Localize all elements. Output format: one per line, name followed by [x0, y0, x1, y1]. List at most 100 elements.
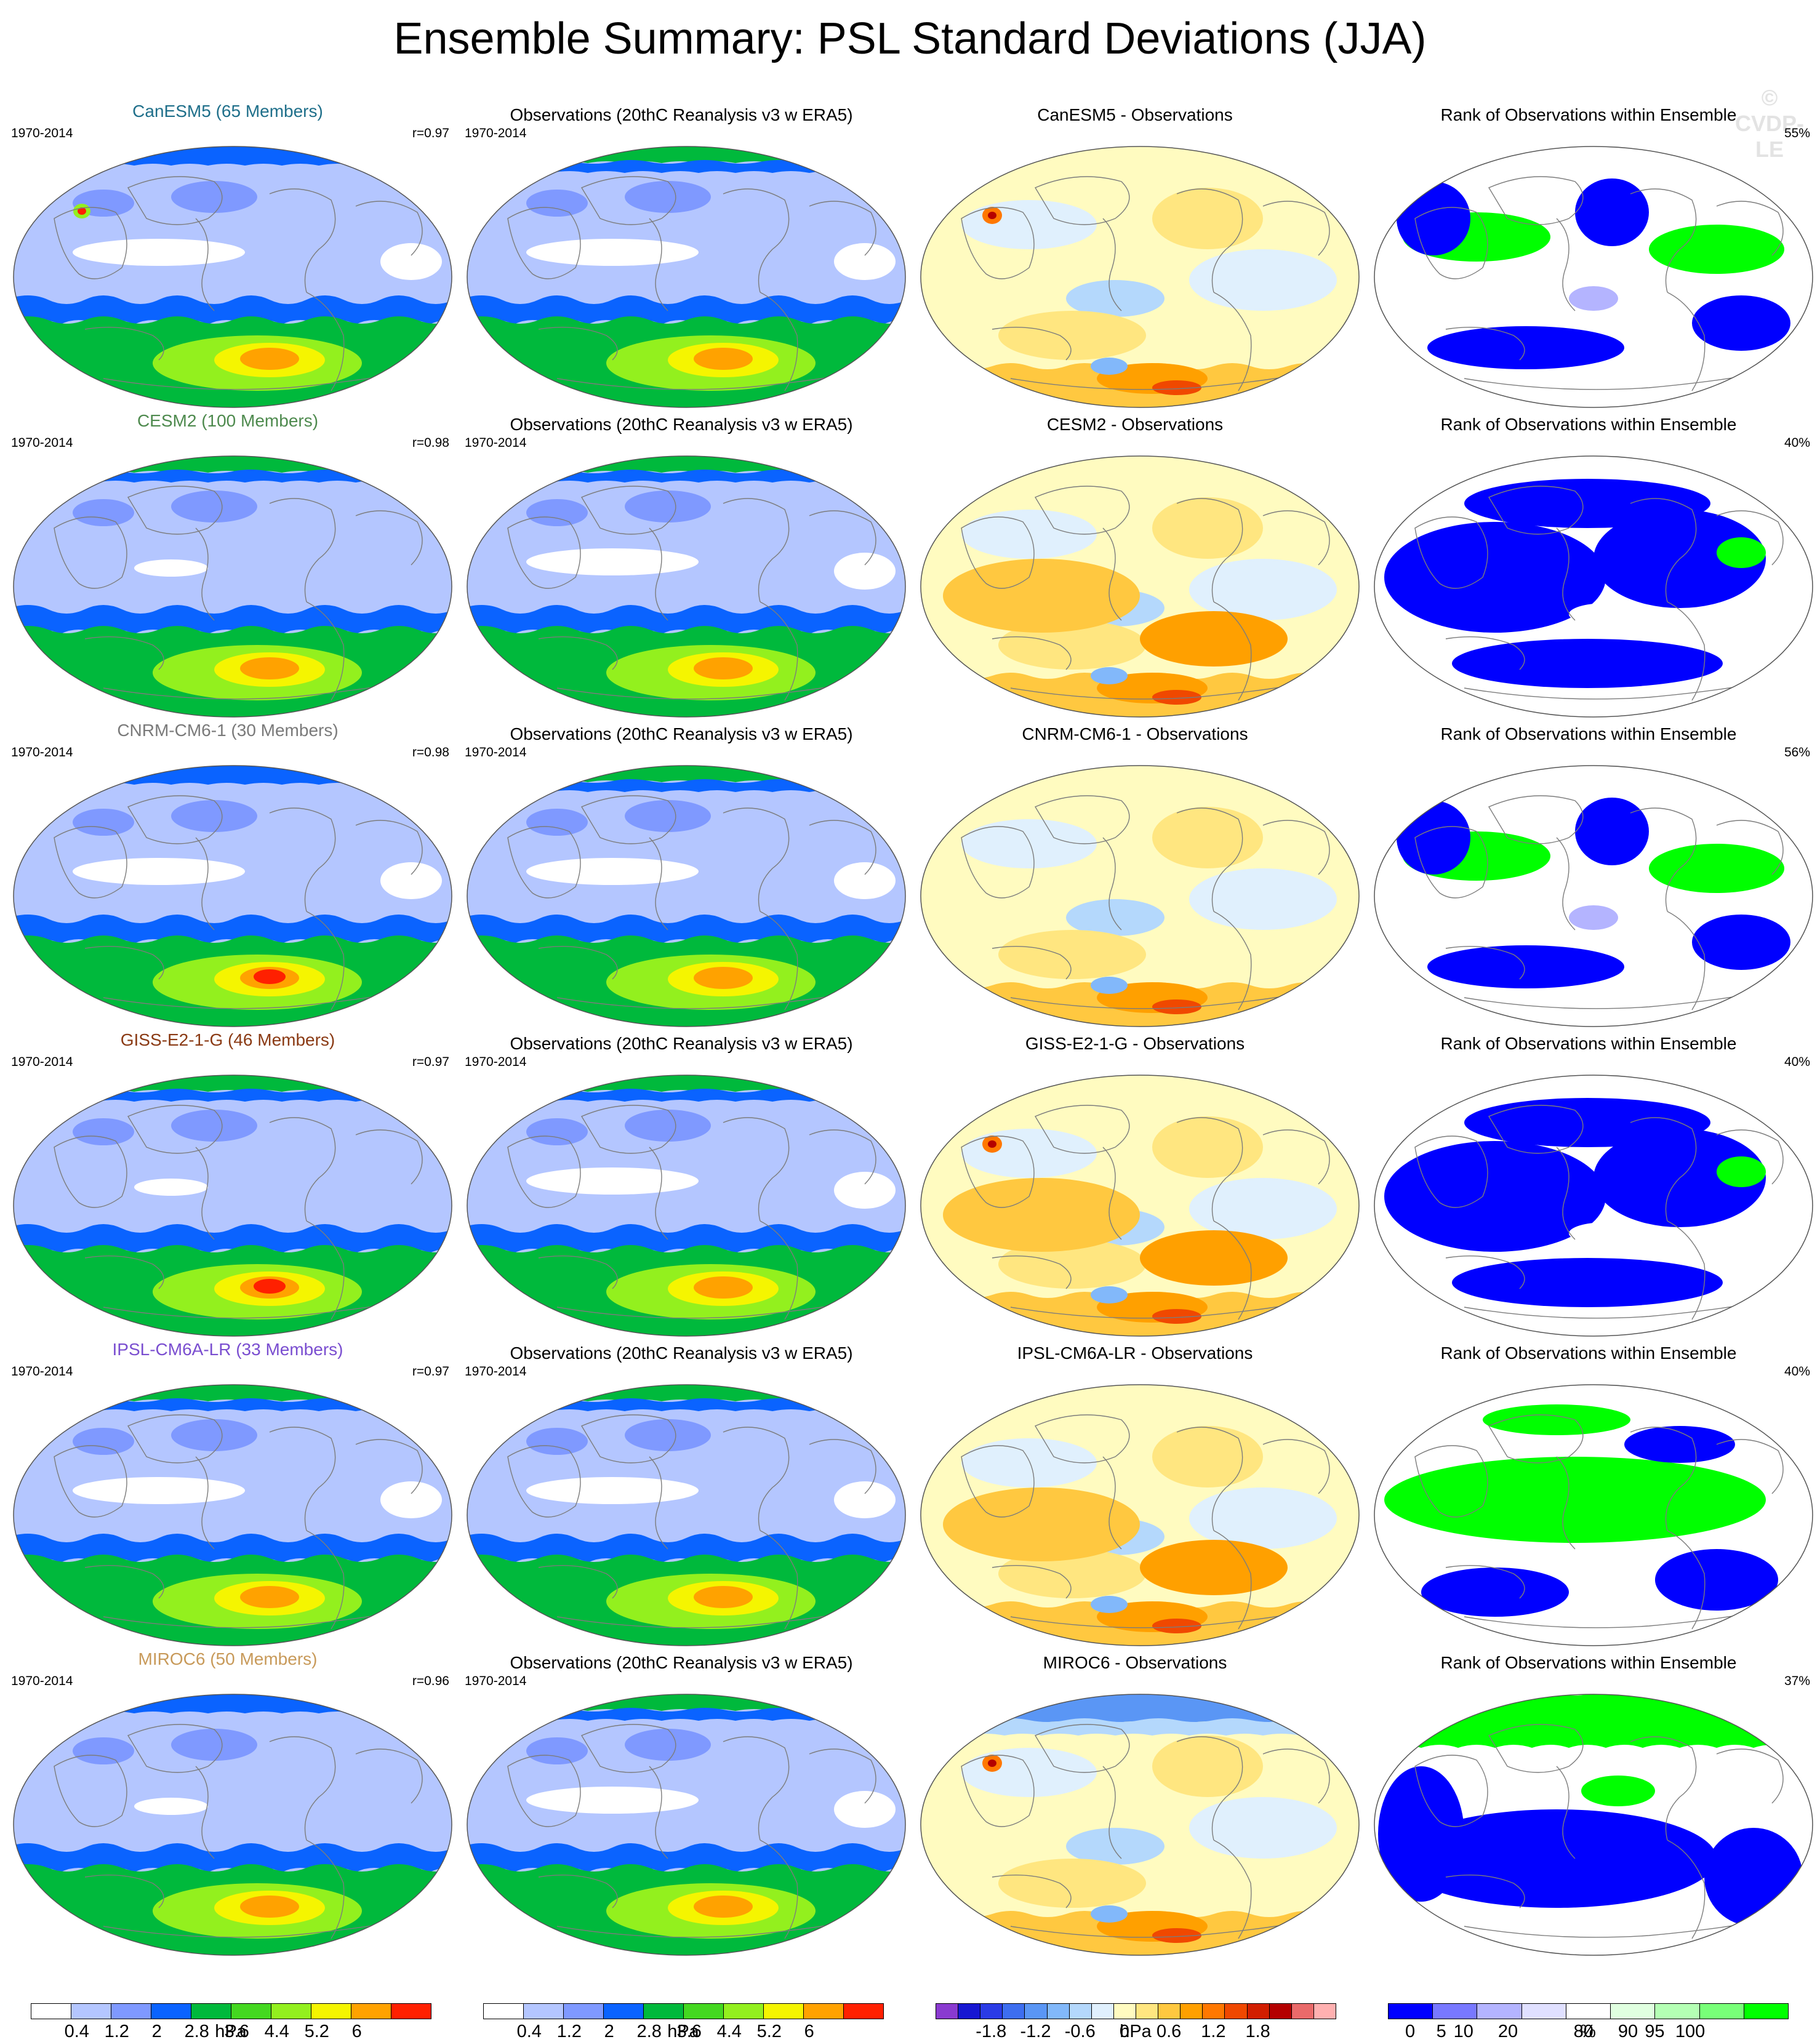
coastline — [1176, 498, 1243, 603]
observed-sd-map — [467, 765, 906, 1027]
sd-northern-blob — [526, 190, 588, 217]
sd-low-variability-patch — [834, 1791, 896, 1828]
rank-panel: Rank of Observations within Ensemble 40% — [1361, 1340, 1816, 1649]
colorbar-swatch — [231, 2003, 271, 2019]
colorbar-swatch — [936, 2003, 959, 2019]
sd-southern-orange — [694, 657, 753, 679]
panel-row: CNRM-CM6-1 (30 Members) 1970-2014 r=0.98 Ob… — [0, 721, 1820, 1030]
colorbar-tick-label: -0.6 — [1064, 2022, 1096, 2041]
map-container — [1372, 1383, 1815, 1648]
diff-positive-core — [1152, 1928, 1201, 1943]
colorbar-tick-label: 2 — [604, 2022, 614, 2041]
model-sd-map — [13, 455, 452, 718]
coastline — [1464, 1610, 1766, 1628]
coastline — [84, 1874, 164, 1908]
coastline — [1414, 207, 1488, 279]
colorbar-tick-label: -1.8 — [976, 2022, 1007, 2041]
diff-warm-region — [1140, 611, 1288, 667]
diff-positive-patch — [1152, 1426, 1263, 1487]
diff-positive-patch — [998, 311, 1146, 360]
colorbar-tick-label: 6 — [351, 2022, 362, 2041]
coastline — [723, 1427, 790, 1531]
colorbar-tick-label: 1.2 — [556, 2022, 582, 2041]
colorbar-swatch — [1610, 2003, 1656, 2019]
sd-northern-blob — [171, 1419, 257, 1451]
diff-positive-patch — [1152, 1736, 1263, 1797]
colorbar-swatch — [643, 2003, 684, 2019]
panel-row: IPSL-CM6A-LR (33 Members) 1970-2014 r=0.97… — [0, 1340, 1820, 1649]
colorbar-sd: 0.4 1.2 2 2.8 3.6 4.4 5.2 6 — [31, 2003, 431, 2041]
panel-row: GISS-E2-1-G (46 Members) 1970-2014 r=0.97 O… — [0, 1030, 1820, 1340]
colorbar-tick-label: 3.6 — [676, 2022, 702, 2041]
coastline — [1102, 1456, 1122, 1550]
panel-title: CNRM-CM6-1 - Observations — [1022, 724, 1248, 743]
colorbar-tick-label: 2.8 — [636, 2022, 662, 2041]
diff-warm-region — [943, 1178, 1140, 1252]
map-outline — [1374, 1384, 1813, 1646]
coastline — [507, 1135, 581, 1208]
colorbar-swatch — [683, 2003, 724, 2019]
coastline — [723, 188, 790, 293]
panel-title: Rank of Observations within Ensemble — [1440, 1034, 1737, 1053]
coastline — [723, 807, 790, 912]
coastline — [649, 1147, 668, 1240]
sd-southern-orange — [694, 1586, 753, 1608]
diff-warm-region — [1140, 1540, 1288, 1595]
rank-percent-label: 40% — [1784, 436, 1810, 450]
difference-panel: CNRM-CM6-1 - Observations — [907, 721, 1363, 1030]
sd-northern-blob — [73, 1737, 134, 1764]
colorbar-swatch — [843, 2003, 884, 2019]
observations-panel: Observations (20thC Reanalysis v3 w ERA5… — [454, 102, 909, 411]
coastline — [195, 1147, 215, 1240]
rank-low-region — [1452, 1258, 1723, 1307]
coastline — [1464, 372, 1766, 390]
period-label: 1970-2014 — [11, 436, 73, 450]
coastline — [1262, 1439, 1330, 1494]
colorbar-swatch — [1002, 2003, 1025, 2019]
sd-northern-blob — [73, 809, 134, 836]
period-label: 1970-2014 — [465, 436, 527, 450]
coastline — [1488, 1105, 1584, 1154]
coastline — [1445, 945, 1525, 980]
coastline — [1034, 1414, 1130, 1463]
map-container — [918, 1692, 1361, 1957]
sd-arctic-band — [14, 766, 452, 785]
coastline — [1010, 681, 1313, 700]
coastline — [1667, 292, 1706, 391]
coastline — [103, 991, 406, 1009]
coastline — [1010, 372, 1313, 390]
rank-high-region — [1581, 1776, 1655, 1806]
map-outline — [1374, 146, 1813, 408]
coastline — [1716, 201, 1784, 256]
coastline — [1488, 795, 1584, 844]
coastline — [1010, 1300, 1313, 1319]
coastline — [809, 510, 876, 566]
sd-southern-ocean-band — [14, 1534, 452, 1563]
map-container — [11, 764, 454, 1028]
colorbar-swatch — [563, 2003, 604, 2019]
coastline — [1488, 176, 1584, 225]
sd-low-variability-patch — [834, 1172, 896, 1209]
watermark: © CVDP-LE — [1734, 85, 1804, 162]
model-sd-map — [13, 1075, 452, 1337]
diff-positive-patch — [998, 930, 1146, 979]
coastline — [992, 636, 1072, 670]
sd-southern-ocean-band — [467, 295, 905, 324]
coastline — [355, 1439, 423, 1494]
coastline — [1034, 176, 1130, 225]
coastline — [1630, 188, 1697, 293]
rank-map — [1374, 1694, 1813, 1956]
sd-northern-blob — [526, 1118, 588, 1145]
colorbar-tick-label: 6 — [804, 2022, 814, 2041]
sd-low-variability-patch — [834, 553, 896, 590]
coastline — [1213, 292, 1252, 391]
sd-northern-blob — [73, 1428, 134, 1455]
colorbar-tick-label: 3.6 — [224, 2022, 249, 2041]
rank-percent-label: 40% — [1784, 1055, 1810, 1069]
sd-subarctic-band — [467, 1398, 905, 1411]
sd-low-variability-patch — [134, 1179, 208, 1196]
sd-northern-blob — [526, 1737, 588, 1764]
observed-sd-map — [467, 1694, 906, 1956]
coastline — [306, 1530, 345, 1630]
sd-low-variability-belt — [526, 858, 699, 885]
